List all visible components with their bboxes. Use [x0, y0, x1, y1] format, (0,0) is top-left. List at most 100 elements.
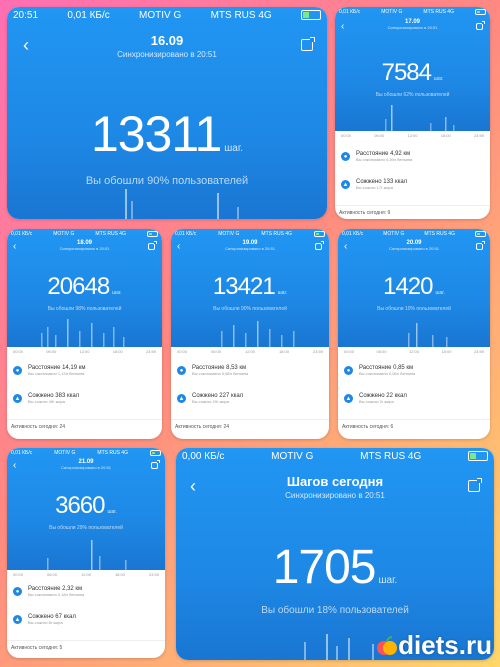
- calories-row[interactable]: ▲ Сожжено 133 ккал Вы сожгли 17г жира: [335, 179, 490, 190]
- calories-row[interactable]: ▲ Сожжено 67 ккал Вы сожгли 8г жира: [7, 614, 165, 625]
- bar: [430, 123, 432, 131]
- status-speed: 0,01 КБ/с: [175, 231, 197, 237]
- calories-row[interactable]: ▲ Сожжено 383 ккал Вы сожгли 49г жира: [7, 393, 162, 404]
- sync-text: Синхронизировано в 20:51: [387, 25, 438, 30]
- bar: [432, 335, 434, 347]
- share-icon[interactable]: [301, 37, 315, 51]
- battery-icon: [150, 450, 161, 456]
- calories-subtext: Вы сожгли 8г жира: [28, 619, 63, 625]
- step-count: 1420: [383, 273, 433, 300]
- tick-label: 00:00: [13, 349, 24, 354]
- diets-ru-logo: diets.ru: [376, 630, 492, 661]
- back-arrow-icon[interactable]: ‹: [23, 35, 29, 55]
- card-20-09: 0,01 КБ/с MOTIV G MTS RUS 4G ‹ 20.09 Син…: [338, 229, 490, 439]
- percentile-text: Вы обошли 18% пользователей: [261, 605, 409, 616]
- distance-row[interactable]: ● Расстояние 2,32 км Вы сэкономили 0,18л…: [7, 586, 165, 597]
- activity-text: Активность сегодня: 6: [342, 424, 394, 430]
- status-time: 20:51: [13, 9, 39, 21]
- battery-icon: [475, 9, 486, 15]
- distance-row[interactable]: ● Расстояние 4,92 км Вы сэкономили 0,39л…: [335, 151, 490, 162]
- date-title: 16.09: [150, 33, 184, 48]
- percentile-text: Вы обошли 10% пользователей: [377, 306, 451, 312]
- status-bar: 0,01 КБ/с MOTIV G MTS RUS 4G: [335, 7, 490, 17]
- page-title: Шагов сегодня: [286, 474, 384, 489]
- back-arrow-icon[interactable]: ‹: [13, 241, 17, 252]
- calories-row[interactable]: ▲ Сожжено 227 ккал Вы сожгли 29г жира: [171, 393, 329, 404]
- step-bars-chart: [41, 319, 125, 347]
- share-icon[interactable]: [148, 241, 157, 250]
- share-icon[interactable]: [315, 241, 324, 250]
- calories-text: Сожжено 22 ккал: [359, 393, 407, 399]
- step-count: 13421: [212, 273, 276, 300]
- back-arrow-icon[interactable]: ‹: [341, 21, 345, 32]
- share-icon[interactable]: [468, 478, 482, 492]
- share-icon[interactable]: [476, 21, 485, 30]
- status-carrier1: MOTIV G: [383, 231, 405, 237]
- bar: [233, 325, 235, 347]
- distance-row[interactable]: ● Расстояние 8,53 км Вы сэкономили 0,68л…: [171, 365, 329, 376]
- flame-icon: ▲: [13, 394, 22, 404]
- step-bars-chart: [304, 634, 374, 660]
- back-arrow-icon[interactable]: ‹: [190, 476, 196, 496]
- step-bars-chart: [385, 105, 455, 131]
- step-bars-chart: [47, 540, 127, 570]
- bar: [99, 556, 101, 570]
- battery-icon: [301, 10, 321, 20]
- bar: [445, 117, 447, 131]
- back-arrow-icon[interactable]: ‹: [13, 460, 17, 471]
- bar: [91, 323, 93, 347]
- status-bar: 0,01 КБ/с MOTIV G MTS RUS 4G: [7, 229, 162, 239]
- percentile-text: Вы обошли 29% пользователей: [49, 525, 123, 531]
- distance-text: Расстояние 14,19 км: [28, 365, 86, 371]
- tick-label: 18:00: [112, 349, 123, 354]
- step-count: 20648: [47, 273, 110, 300]
- sync-text: Синхронизировано в 20:51: [117, 50, 217, 59]
- time-axis: 00:00 06:00 12:00 18:00 23:59: [338, 349, 490, 354]
- sync-text: Синхронизировано в 20:51: [59, 246, 110, 251]
- step-unit: шаг.: [435, 290, 445, 296]
- distance-subtext: Вы сэкономили 0,68л бензина: [192, 370, 249, 376]
- distance-row[interactable]: ● Расстояние 0,85 км Вы сэкономили 0,06л…: [338, 365, 490, 376]
- back-arrow-icon[interactable]: ‹: [177, 241, 181, 252]
- step-count: 13311: [90, 106, 222, 162]
- step-bars-chart: [125, 189, 239, 219]
- divider: [335, 205, 490, 206]
- bar: [79, 331, 81, 347]
- calories-row[interactable]: ▲ Сожжено 22 ккал Вы сожгли 2г жира: [338, 393, 490, 404]
- sync-text: Синхронизировано в 20:51: [61, 465, 111, 470]
- bar: [41, 333, 43, 347]
- tick-label: 00:00: [177, 349, 188, 354]
- status-carrier1: MOTIV G: [381, 9, 403, 15]
- tick-label: 12:00: [80, 572, 91, 577]
- share-icon[interactable]: [151, 460, 160, 469]
- status-carrier2: MTS RUS 4G: [97, 450, 128, 456]
- distance-row[interactable]: ● Расстояние 14,19 км Вы сэкономили 1,13…: [7, 365, 162, 376]
- step-unit: шаг.: [224, 143, 244, 154]
- percentile-text: Вы обошли 98% пользователей: [47, 306, 122, 312]
- share-icon[interactable]: [476, 241, 485, 250]
- status-bar: 20:51 0,01 КБ/с MOTIV G MTS RUS 4G: [7, 7, 327, 23]
- status-carrier2: MTS RUS 4G: [424, 231, 455, 237]
- bar: [453, 125, 455, 131]
- bar: [293, 331, 295, 347]
- apple-logo-icon: [377, 635, 398, 655]
- tick-label: 18:00: [441, 349, 452, 354]
- bar: [103, 333, 105, 347]
- status-carrier1: MOTIV G: [53, 231, 75, 237]
- status-carrier2: MTS RUS 4G: [360, 450, 422, 462]
- tick-label: 12:00: [408, 349, 419, 354]
- bar: [391, 105, 393, 131]
- calories-text: Сожжено 227 ккал: [192, 393, 244, 399]
- flame-icon: ▲: [344, 394, 353, 404]
- activity-text: Активность сегодня: 24: [175, 424, 230, 430]
- card-21-09: 0,01 КБ/с MOTIV G MTS RUS 4G ‹ 21.09 Син…: [7, 448, 165, 658]
- time-axis: 00:00 06:00 12:00 18:00 23:59: [335, 133, 490, 138]
- time-axis: 00:00 06:00 12:00 18:00 23:59: [171, 349, 329, 354]
- step-unit: шаг.: [433, 76, 444, 82]
- tick-label: 12:00: [79, 349, 90, 354]
- back-arrow-icon[interactable]: ‹: [344, 241, 348, 252]
- step-unit: шаг.: [107, 509, 117, 515]
- bar: [326, 634, 328, 660]
- distance-text: Расстояние 0,85 км: [359, 365, 414, 371]
- tick-label: 00:00: [341, 133, 352, 138]
